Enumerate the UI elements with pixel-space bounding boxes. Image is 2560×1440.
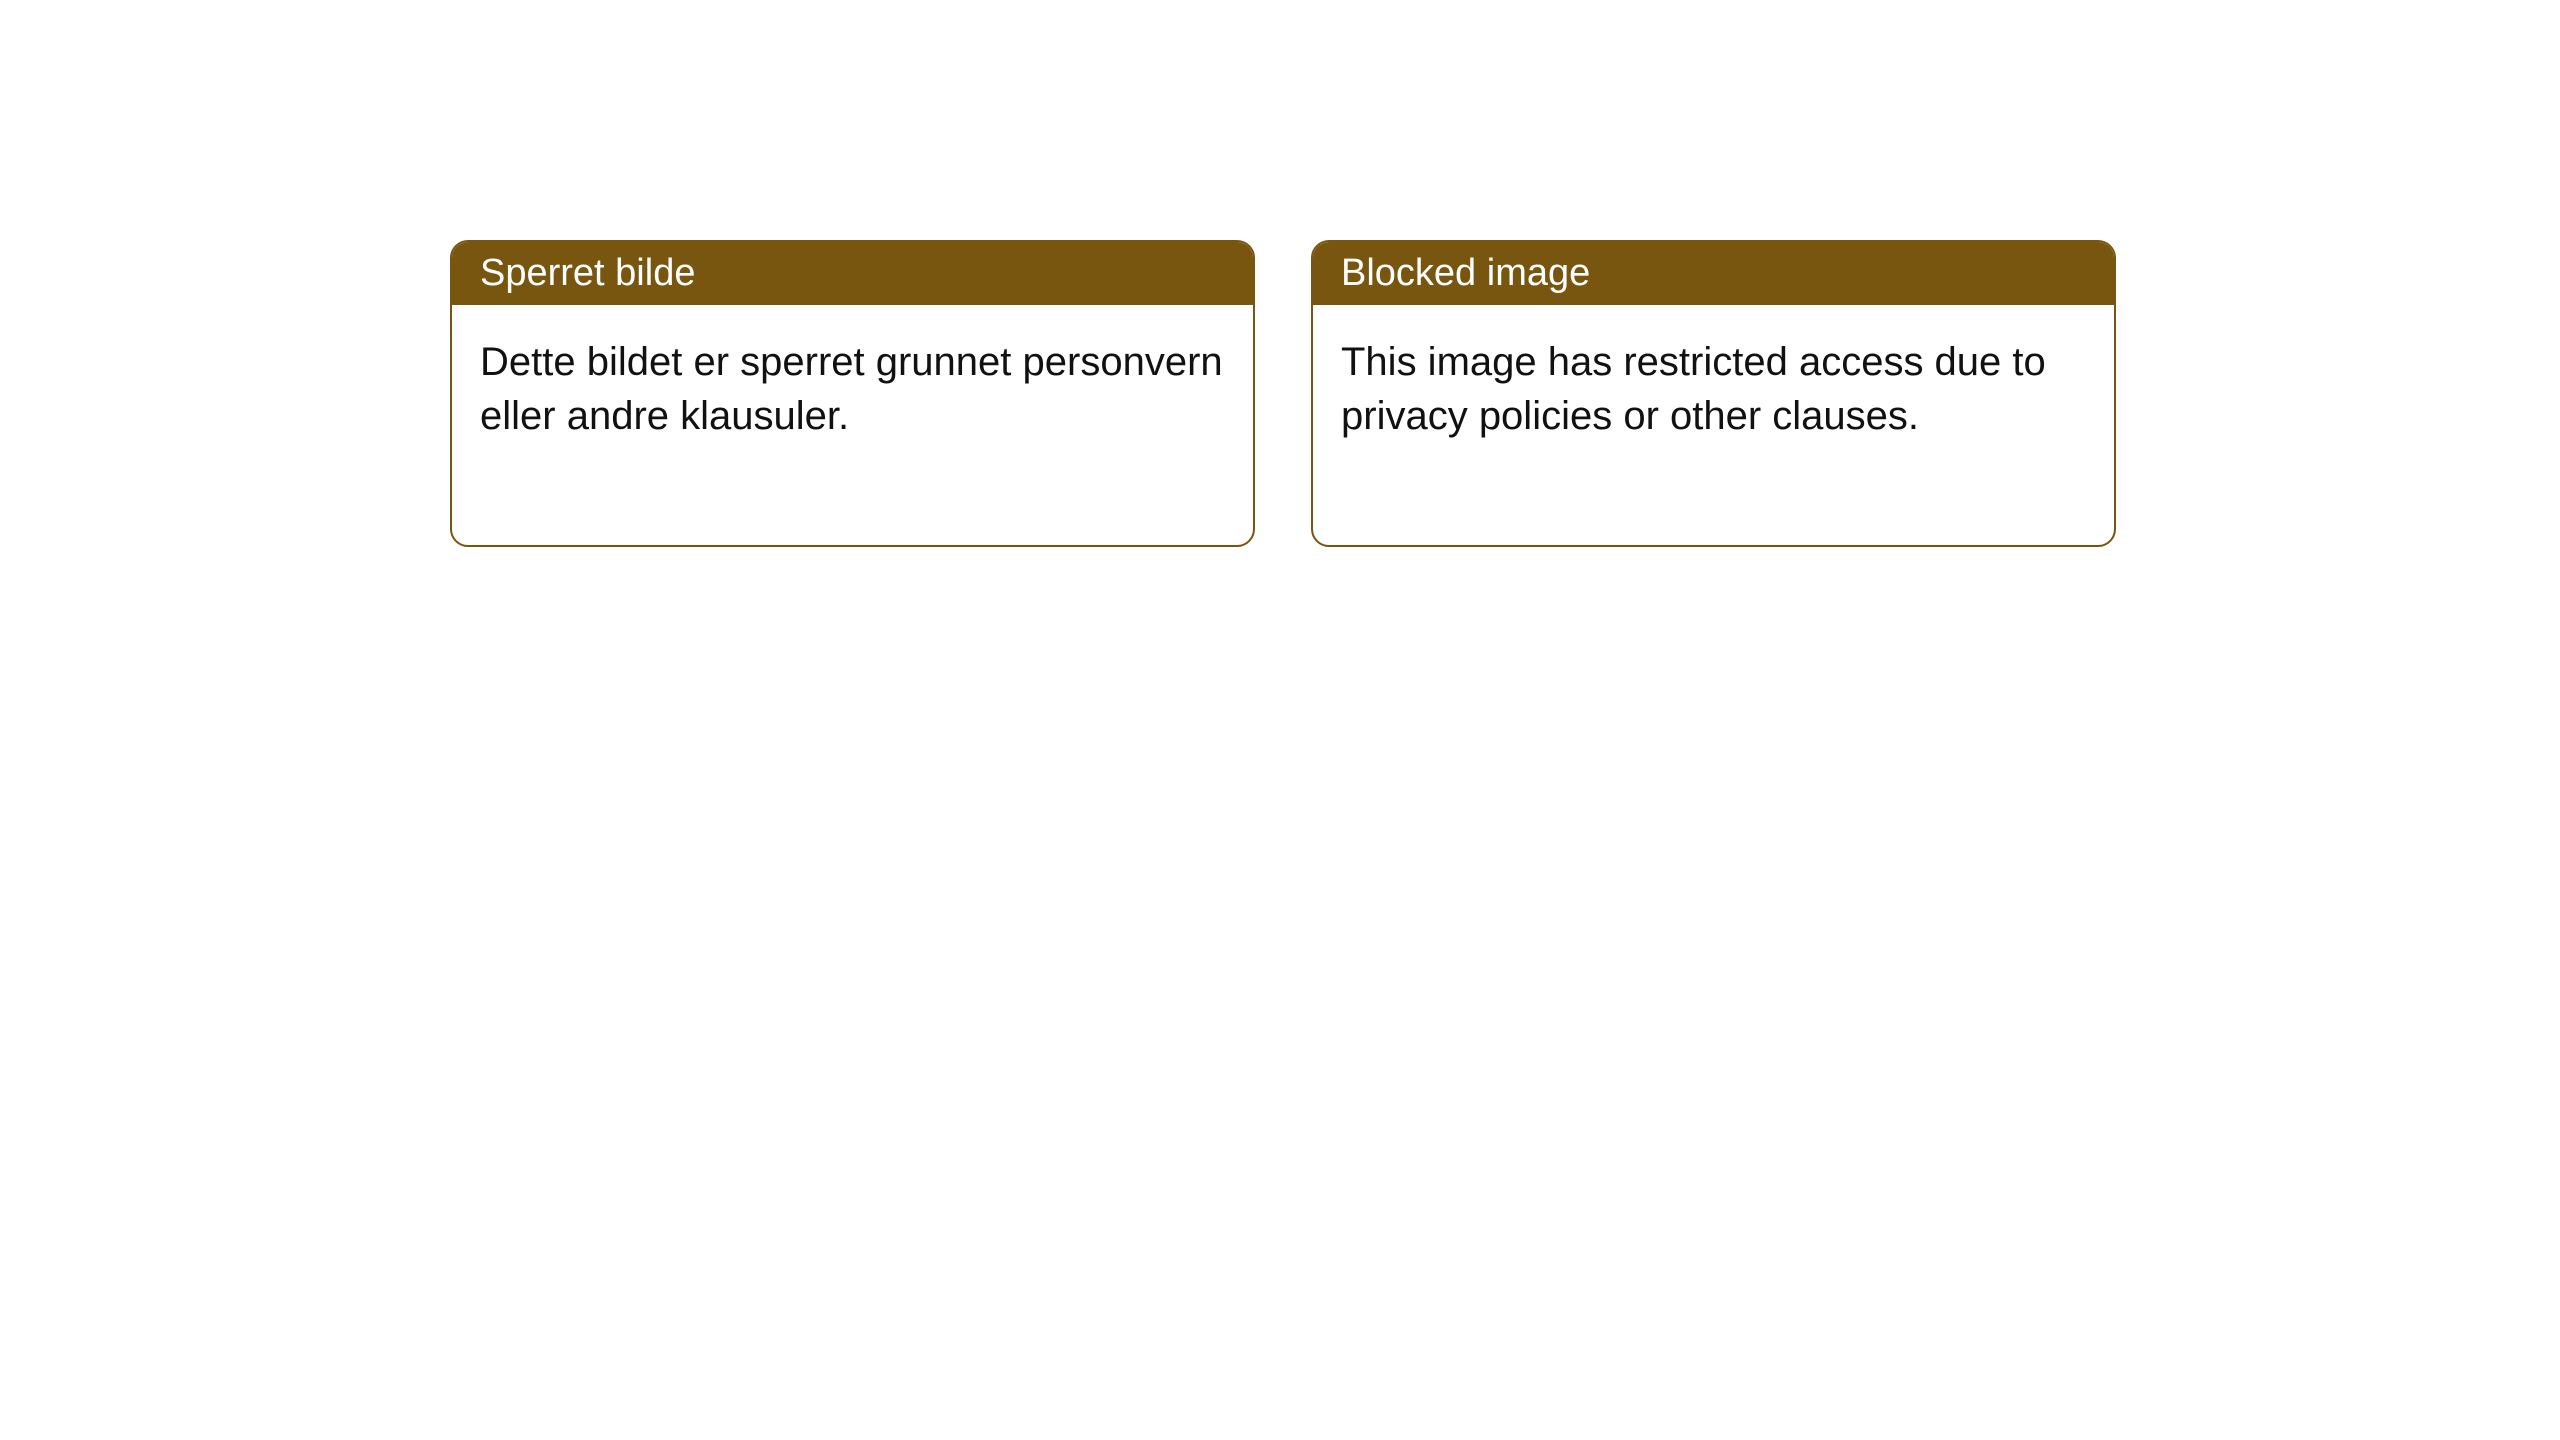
notice-body-en: This image has restricted access due to … [1313,305,2114,545]
notice-title-en: Blocked image [1313,242,2114,305]
notice-body-no: Dette bildet er sperret grunnet personve… [452,305,1253,545]
notice-container: Sperret bilde Dette bildet er sperret gr… [0,0,2560,547]
notice-card-no: Sperret bilde Dette bildet er sperret gr… [450,240,1255,547]
notice-card-en: Blocked image This image has restricted … [1311,240,2116,547]
notice-title-no: Sperret bilde [452,242,1253,305]
